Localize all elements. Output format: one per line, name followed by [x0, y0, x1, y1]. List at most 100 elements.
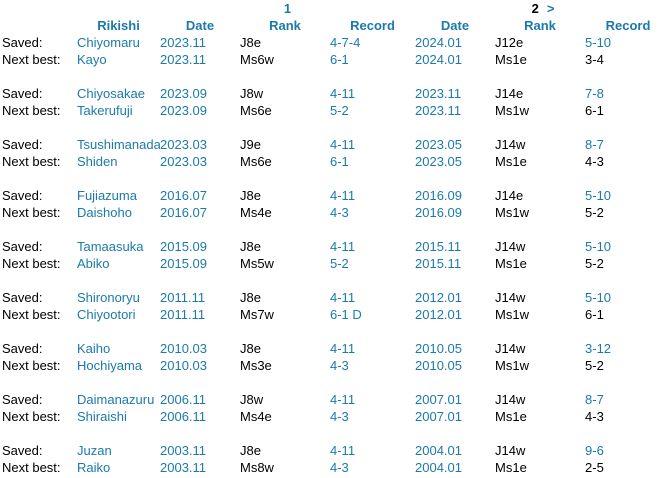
row-type-label: Saved:: [2, 137, 43, 152]
rikishi-link[interactable]: Chiyomaru: [77, 35, 140, 50]
basho2-rank-value: J14e: [495, 188, 524, 203]
spacer-row: [0, 221, 671, 238]
basho1-date-link[interactable]: 2023.03: [160, 154, 207, 169]
basho2-record-link[interactable]: 5-10: [585, 188, 612, 203]
basho1-date-link[interactable]: 2010.03: [160, 341, 207, 356]
rikishi-link[interactable]: Fujiazuma: [77, 188, 137, 203]
rikishi-link[interactable]: Raiko: [77, 460, 111, 475]
basho2-record-value: 6-1: [585, 307, 604, 322]
basho2-rank-value: Ms1w: [495, 358, 529, 373]
basho1-record-link[interactable]: 4-11: [330, 290, 356, 305]
saved-row: Saved: Tsushimanada 2023.03 J9e 4-11 2023.05 J…: [0, 136, 671, 153]
basho2-rank-value: J14w: [495, 392, 526, 407]
rikishi-link[interactable]: Chiyosakae: [77, 86, 145, 101]
spacer-row: [0, 374, 671, 391]
basho2-date-link[interactable]: 2010.05: [415, 358, 463, 373]
basho2-pagination-cell: 2 >: [415, 0, 671, 17]
rikishi-link[interactable]: Shiraishi: [77, 409, 127, 424]
rikishi-link[interactable]: Daishoho: [77, 205, 132, 220]
basho2-record-link[interactable]: 5-10: [585, 290, 612, 305]
basho1-date-link[interactable]: 2003.11: [160, 460, 207, 475]
basho1-date-link[interactable]: 2015.09: [160, 256, 207, 271]
basho2-record-link[interactable]: 8-7: [585, 137, 604, 152]
basho2-date-link[interactable]: 2012.01: [415, 307, 463, 322]
basho2-date-link[interactable]: 2024.01: [415, 52, 463, 67]
rikishi-link[interactable]: Takerufuji: [77, 103, 133, 118]
basho1-date-link[interactable]: 2023.09: [160, 103, 207, 118]
basho2-record-link[interactable]: 5-10: [585, 239, 612, 254]
basho1-date-link[interactable]: 2023.03: [160, 137, 207, 152]
row-type-label: Next best:: [2, 409, 61, 424]
basho2-record-link[interactable]: 3-12: [585, 341, 612, 356]
rikishi-link[interactable]: Abiko: [77, 256, 110, 271]
basho1-record-link[interactable]: 4-11: [330, 239, 356, 254]
basho2-date-link[interactable]: 2012.01: [415, 290, 463, 305]
basho1-date-link[interactable]: 2016.07: [160, 188, 207, 203]
basho1-date-link[interactable]: 2011.11: [160, 290, 206, 305]
rikishi-link[interactable]: Juzan: [77, 443, 112, 458]
rikishi-link[interactable]: Shiden: [77, 154, 118, 169]
basho2-date-link[interactable]: 2004.01: [415, 460, 463, 475]
saved-row: Saved: Kaiho 2010.03 J8e 4-11 2010.05 J14w 3-12: [0, 340, 671, 357]
basho2-date-link[interactable]: 2023.11: [415, 103, 462, 118]
next-page-link[interactable]: >: [546, 1, 555, 16]
basho1-date-link[interactable]: 2010.03: [160, 358, 207, 373]
basho2-record-link[interactable]: 5-10: [585, 35, 612, 50]
basho2-rank-value: J14w: [495, 290, 526, 305]
basho1-record-link[interactable]: 4-11: [330, 137, 356, 152]
basho2-date-link[interactable]: 2007.01: [415, 392, 463, 407]
basho2-date-link[interactable]: 2015.11: [415, 256, 462, 271]
basho1-date-link[interactable]: 2003.11: [160, 443, 207, 458]
basho2-date-link[interactable]: 2023.11: [415, 86, 462, 101]
row-type-label: Saved:: [2, 341, 43, 356]
basho1-record-link[interactable]: 6-1: [330, 52, 349, 67]
basho1-date-link[interactable]: 2011.11: [160, 307, 206, 322]
basho2-rank-value: J14w: [495, 137, 526, 152]
rikishi-link[interactable]: Hochiyama: [77, 358, 143, 373]
basho1-record-link[interactable]: 5-2: [330, 256, 349, 271]
basho1-record-link[interactable]: 5-2: [330, 103, 349, 118]
basho1-record-link[interactable]: 4-11: [330, 188, 356, 203]
basho1-date-link[interactable]: 2006.11: [160, 409, 207, 424]
basho1-record-link[interactable]: 4-3: [330, 409, 349, 424]
basho1-date-link[interactable]: 2023.09: [160, 86, 207, 101]
rikishi-link[interactable]: Daimanazuru: [77, 392, 155, 407]
basho2-record-link[interactable]: 8-7: [585, 392, 604, 407]
basho2-date-link[interactable]: 2010.05: [415, 341, 463, 356]
basho1-record-link[interactable]: 6-1: [330, 154, 349, 169]
basho1-date-link[interactable]: 2006.11: [160, 392, 207, 407]
basho2-date-column-header: Date: [440, 18, 470, 33]
basho1-record-link[interactable]: 4-3: [330, 205, 349, 220]
rikishi-link[interactable]: Tsushimanada: [77, 137, 160, 152]
basho2-date-link[interactable]: 2004.01: [415, 443, 463, 458]
rikishi-link[interactable]: Tamaasuka: [77, 239, 144, 254]
basho1-date-link[interactable]: 2015.09: [160, 239, 207, 254]
basho2-date-link[interactable]: 2015.11: [415, 239, 462, 254]
basho1-record-link[interactable]: 4-3: [330, 358, 349, 373]
basho2-record-link[interactable]: 9-6: [585, 443, 604, 458]
basho2-date-link[interactable]: 2016.09: [415, 205, 463, 220]
basho2-date-link[interactable]: 2007.01: [415, 409, 463, 424]
basho1-date-link[interactable]: 2016.07: [160, 205, 207, 220]
basho1-record-link[interactable]: 4-3: [330, 460, 349, 475]
basho2-record-link[interactable]: 7-8: [585, 86, 604, 101]
row-type-label: Next best:: [2, 52, 61, 67]
basho2-date-link[interactable]: 2023.05: [415, 137, 463, 152]
basho2-date-link[interactable]: 2016.09: [415, 188, 463, 203]
basho2-date-link[interactable]: 2024.01: [415, 35, 463, 50]
rikishi-link[interactable]: Kaiho: [77, 341, 111, 356]
basho1-date-link[interactable]: 2023.11: [160, 35, 207, 50]
basho1-record-link[interactable]: 6-1 D: [330, 307, 362, 322]
basho1-record-link[interactable]: 4-11: [330, 86, 356, 101]
basho1-record-link[interactable]: 4-11: [330, 341, 356, 356]
rikishi-link[interactable]: Kayo: [77, 52, 107, 67]
rikishi-link[interactable]: Chiyootori: [77, 307, 136, 322]
basho2-date-link[interactable]: 2023.05: [415, 154, 463, 169]
basho1-record-link[interactable]: 4-7-4: [330, 35, 361, 50]
page-1-link[interactable]: 1: [283, 1, 292, 16]
basho1-date-link[interactable]: 2023.11: [160, 52, 207, 67]
spacer-cell: [0, 374, 671, 391]
rikishi-link[interactable]: Shironoryu: [77, 290, 140, 305]
basho1-record-link[interactable]: 4-11: [330, 443, 356, 458]
basho1-record-link[interactable]: 4-11: [330, 392, 356, 407]
